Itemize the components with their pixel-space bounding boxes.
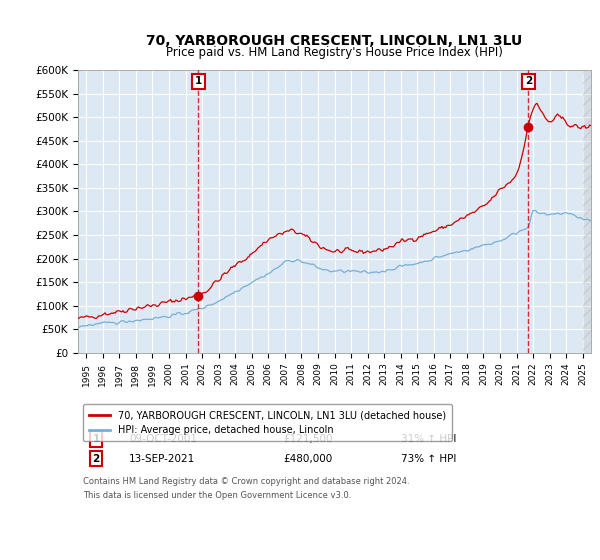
Text: 73% ↑ HPI: 73% ↑ HPI: [401, 454, 457, 464]
Text: 1: 1: [195, 76, 202, 86]
Text: Price paid vs. HM Land Registry's House Price Index (HPI): Price paid vs. HM Land Registry's House …: [166, 46, 503, 59]
Text: 31% ↑ HPI: 31% ↑ HPI: [401, 434, 457, 444]
Text: Contains HM Land Registry data © Crown copyright and database right 2024.: Contains HM Land Registry data © Crown c…: [83, 477, 410, 486]
Text: 2: 2: [524, 76, 532, 86]
Text: 13-SEP-2021: 13-SEP-2021: [130, 454, 196, 464]
Text: 09-OCT-2001: 09-OCT-2001: [130, 434, 197, 444]
Text: This data is licensed under the Open Government Licence v3.0.: This data is licensed under the Open Gov…: [83, 491, 352, 500]
Text: 1: 1: [92, 434, 100, 444]
Bar: [583, 70, 591, 353]
Title: 70, YARBOROUGH CRESCENT, LINCOLN, LN1 3LU: 70, YARBOROUGH CRESCENT, LINCOLN, LN1 3L…: [146, 34, 523, 48]
Text: £480,000: £480,000: [283, 454, 332, 464]
Legend: 70, YARBOROUGH CRESCENT, LINCOLN, LN1 3LU (detached house), HPI: Average price, : 70, YARBOROUGH CRESCENT, LINCOLN, LN1 3L…: [83, 404, 452, 441]
Text: 2: 2: [92, 454, 100, 464]
Text: £121,500: £121,500: [283, 434, 333, 444]
